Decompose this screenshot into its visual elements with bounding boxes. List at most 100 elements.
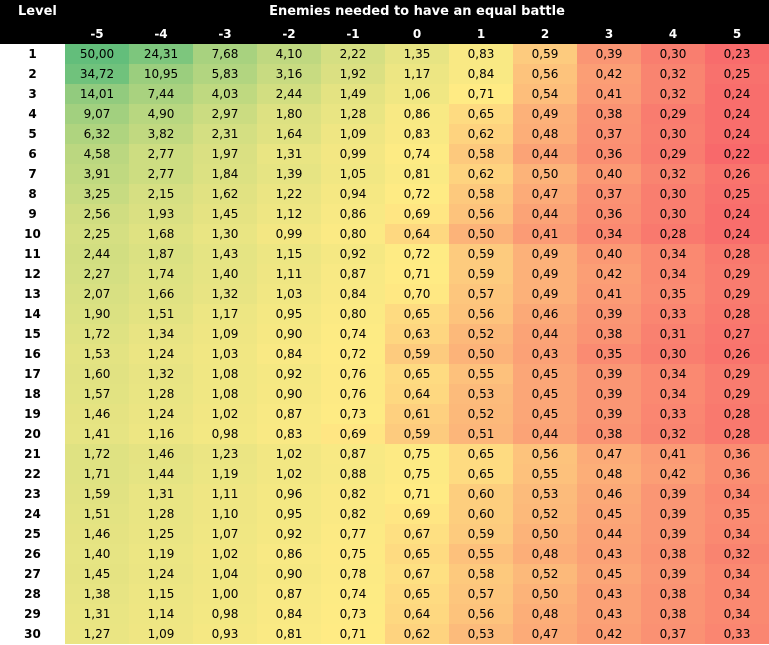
heatmap-cell: 0,29 <box>641 144 705 164</box>
heatmap-cell: 0,24 <box>705 224 769 244</box>
heatmap-cell: 1,51 <box>65 504 129 524</box>
heatmap-cell: 0,40 <box>577 244 641 264</box>
heatmap-cell: 0,43 <box>577 544 641 564</box>
heatmap-cell: 0,75 <box>385 464 449 484</box>
column-label: 3 <box>604 26 614 41</box>
heatmap-cell: 0,69 <box>385 204 449 224</box>
heatmap-cell: 0,50 <box>513 584 577 604</box>
heatmap-cell: 1,43 <box>193 244 257 264</box>
heatmap-cell: 0,52 <box>513 564 577 584</box>
heatmap-cell: 1,41 <box>65 424 129 444</box>
heatmap-cell: 1,19 <box>193 464 257 484</box>
row-label: 11 <box>0 244 65 264</box>
heatmap-cell: 3,16 <box>257 64 321 84</box>
heatmap-cell: 0,47 <box>577 444 641 464</box>
heatmap-cell: 0,37 <box>641 624 705 644</box>
heatmap-cell: 0,52 <box>513 504 577 524</box>
heatmap-cell: 0,45 <box>577 504 641 524</box>
heatmap-cell: 0,87 <box>257 404 321 424</box>
heatmap-cell: 0,84 <box>257 604 321 624</box>
heatmap-cell: 7,68 <box>193 44 257 64</box>
heatmap-cell: 0,43 <box>513 344 577 364</box>
heatmap-cell: 1,64 <box>257 124 321 144</box>
heatmap-cell: 0,59 <box>513 44 577 64</box>
heatmap-cell: 1,59 <box>65 484 129 504</box>
heatmap-cell: 1,10 <box>193 504 257 524</box>
heatmap-cell: 0,71 <box>321 624 385 644</box>
heatmap-cell: 3,25 <box>65 184 129 204</box>
heatmap-cell: 0,50 <box>449 224 513 244</box>
heatmap-cell: 0,36 <box>705 464 769 484</box>
heatmap-cell: 9,07 <box>65 104 129 124</box>
heatmap-cell: 0,83 <box>449 44 513 64</box>
heatmap-cell: 2,15 <box>129 184 193 204</box>
row-label: 10 <box>0 224 65 244</box>
heatmap-cell: 0,46 <box>577 484 641 504</box>
heatmap-cell: 0,22 <box>705 144 769 164</box>
heatmap-cell: 2,22 <box>321 44 385 64</box>
heatmap-cell: 0,65 <box>449 104 513 124</box>
heatmap-cell: 0,32 <box>641 64 705 84</box>
heatmap-cell: 10,95 <box>129 64 193 84</box>
heatmap-cell: 1,90 <box>65 304 129 324</box>
heatmap-cell: 2,77 <box>129 164 193 184</box>
heatmap-cell: 0,48 <box>513 544 577 564</box>
row-label: 24 <box>0 504 65 524</box>
heatmap-cell: 0,58 <box>449 144 513 164</box>
heatmap-cell: 0,73 <box>321 604 385 624</box>
heatmap-cell: 0,83 <box>385 124 449 144</box>
column-header-band <box>0 23 769 44</box>
column-label: -3 <box>218 26 232 41</box>
heatmap-cell: 0,45 <box>577 564 641 584</box>
heatmap-cell: 0,73 <box>321 404 385 424</box>
heatmap-cell: 1,07 <box>193 524 257 544</box>
heatmap-cell: 0,28 <box>641 224 705 244</box>
heatmap-cell: 0,64 <box>385 604 449 624</box>
heatmap-cell: 1,57 <box>65 384 129 404</box>
heatmap-cell: 1,04 <box>193 564 257 584</box>
heatmap-cell: 0,32 <box>641 424 705 444</box>
heatmap-cell: 1,87 <box>129 244 193 264</box>
heatmap-cell: 0,28 <box>705 404 769 424</box>
heatmap-cell: 0,35 <box>641 284 705 304</box>
heatmap-cell: 0,26 <box>705 344 769 364</box>
heatmap-cell: 0,55 <box>513 464 577 484</box>
heatmap-cell: 0,30 <box>641 124 705 144</box>
heatmap-cell: 0,55 <box>449 364 513 384</box>
heatmap-cell: 0,43 <box>577 604 641 624</box>
heatmap-cell: 0,87 <box>321 444 385 464</box>
heatmap-cell: 0,82 <box>321 484 385 504</box>
heatmap-cell: 1,25 <box>129 524 193 544</box>
heatmap-cell: 7,44 <box>129 84 193 104</box>
heatmap-cell: 0,24 <box>705 84 769 104</box>
heatmap-cell: 0,29 <box>705 364 769 384</box>
heatmap-cell: 3,91 <box>65 164 129 184</box>
heatmap-cell: 4,10 <box>257 44 321 64</box>
heatmap-cell: 0,94 <box>321 184 385 204</box>
heatmap-cell: 0,41 <box>577 84 641 104</box>
heatmap-cell: 1,05 <box>321 164 385 184</box>
heatmap-cell: 0,88 <box>321 464 385 484</box>
heatmap-cell: 0,51 <box>449 424 513 444</box>
heatmap-cell: 0,56 <box>513 444 577 464</box>
heatmap-cell: 0,84 <box>449 64 513 84</box>
heatmap-cell: 1,46 <box>65 524 129 544</box>
row-label: 15 <box>0 324 65 344</box>
heatmap-cell: 1,09 <box>193 324 257 344</box>
heatmap-cell: 0,43 <box>577 584 641 604</box>
heatmap-cell: 0,39 <box>641 524 705 544</box>
heatmap-cell: 0,37 <box>577 184 641 204</box>
heatmap-cell: 0,90 <box>257 384 321 404</box>
heatmap-cell: 0,56 <box>449 204 513 224</box>
heatmap-cell: 0,62 <box>449 124 513 144</box>
heatmap-cell: 0,98 <box>193 604 257 624</box>
heatmap-cell: 0,41 <box>641 444 705 464</box>
heatmap-cell: 0,34 <box>705 584 769 604</box>
heatmap-cell: 1,46 <box>129 444 193 464</box>
heatmap-cell: 0,45 <box>513 384 577 404</box>
heatmap-cell: 1,35 <box>385 44 449 64</box>
heatmap-cell: 0,57 <box>449 584 513 604</box>
heatmap-cell: 1,09 <box>129 624 193 644</box>
heatmap-cell: 0,59 <box>449 244 513 264</box>
heatmap-cell: 0,90 <box>257 324 321 344</box>
